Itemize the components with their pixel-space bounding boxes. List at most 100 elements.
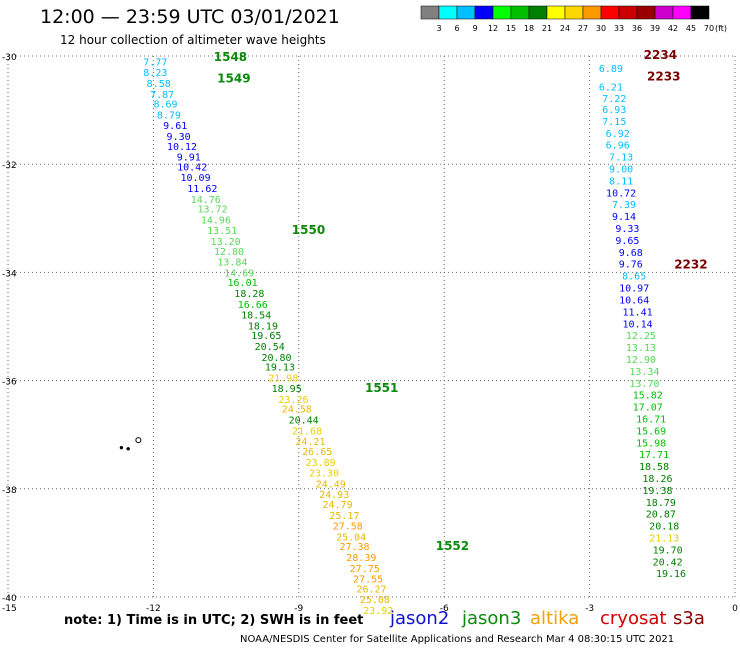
wave-height-label-jason3: 27.58 [333, 522, 363, 533]
wave-height-label-s3a: 9.65 [615, 236, 639, 247]
wave-height-label-jason3: 25.04 [336, 532, 366, 543]
wave-height-label-jason3: 13.84 [217, 258, 247, 269]
wave-height-label-s3a: 13.13 [626, 343, 656, 354]
legend-label: 21 [542, 24, 552, 33]
legend-label: 36 [632, 24, 642, 33]
legend-label: 45 [686, 24, 696, 33]
wave-height-label-s3a: 7.15 [602, 117, 626, 128]
wave-height-label-s3a: 10.64 [619, 295, 649, 306]
wave-height-label-jason3: 25.17 [329, 511, 359, 522]
wave-height-label-s3a: 8.65 [622, 272, 646, 283]
wave-height-label-jason3: 8.58 [147, 79, 171, 90]
wave-height-label-jason3: 24.58 [282, 405, 312, 416]
island-marker [126, 447, 130, 451]
wave-height-label-s3a: 10.14 [623, 319, 653, 330]
legend-swatch [546, 5, 566, 20]
wave-height-label-s3a: 17.07 [633, 403, 663, 414]
wave-height-label-s3a: 12.25 [626, 331, 656, 342]
pass-number-labels: 154815491550155115522234223322322231 [214, 48, 708, 553]
wave-height-label-jason3: 9.61 [163, 121, 187, 132]
legend-swatch [600, 5, 620, 20]
satellite-label-jason3: jason3 [462, 608, 522, 629]
wave-height-label-s3a: 9.68 [619, 248, 643, 259]
wave-height-label-s3a: 19.38 [642, 486, 672, 497]
wave-height-label-s3a: 10.72 [606, 188, 636, 199]
wave-height-label-jason3: 24.21 [295, 437, 325, 448]
wave-height-label-s3a: 20.87 [646, 510, 676, 521]
wave-height-label-s3a: 18.26 [642, 474, 672, 485]
wave-height-label-jason3: 23.89 [306, 458, 336, 469]
legend-label: 30 [596, 24, 606, 33]
wave-height-label-s3a: 9.76 [619, 260, 643, 271]
wave-height-label-jason3: 14.96 [201, 215, 231, 226]
pass-number-jason3: 1551 [365, 381, 398, 395]
wave-height-label-jason3: 8.79 [157, 110, 181, 121]
legend-swatch [672, 5, 692, 20]
island-marker [119, 445, 124, 450]
wave-height-label-jason3: 9.30 [167, 132, 191, 143]
wave-height-label-jason3: 13.51 [207, 226, 237, 237]
satellite-label-cryosat: cryosat [600, 608, 667, 629]
y-tick-label: -38 [2, 486, 17, 496]
wave-height-label-jason3: 26.65 [302, 447, 332, 458]
legend-swatch [492, 5, 512, 20]
wave-height-label-jason3: 18.54 [241, 311, 271, 322]
wave-height-label-s3a: 16.71 [636, 414, 666, 425]
wave-height-label-s3a: 6.92 [606, 129, 630, 140]
wave-height-label-jason3: 10.09 [181, 173, 211, 184]
wave-height-label-jason3: 13.72 [197, 205, 227, 216]
wave-height-label-jason3: 27.55 [353, 575, 383, 586]
wave-height-label-s3a: 8.11 [609, 176, 633, 187]
axis-tick-labels: -30-32-34-36-38-40-15 -12 -9 -6 -3 0 [2, 53, 738, 614]
island-marker [135, 437, 142, 444]
wave-height-label-jason3: 9.91 [177, 153, 201, 164]
y-tick-label: -30 [2, 53, 17, 63]
legend-label: 15 [506, 24, 516, 33]
wave-height-label-jason3: 20.44 [289, 416, 319, 427]
wave-height-label-jason3: 20.80 [261, 353, 291, 364]
wave-height-label-jason3: 19.65 [251, 331, 281, 342]
wave-height-label-jason3: 27.38 [339, 542, 369, 553]
wave-height-label-jason3: 24.93 [319, 490, 349, 501]
wave-height-label-s3a: 17.71 [639, 450, 669, 461]
wave-height-label-jason3: 20.54 [255, 342, 285, 353]
wave-height-label-jason3: 14.69 [224, 268, 254, 279]
legend-swatch [690, 5, 710, 20]
wave-height-label-s3a: 13.70 [629, 379, 659, 390]
y-tick-label: -36 [2, 378, 17, 388]
satellite-label-altika: altika [530, 608, 580, 629]
legend-label: 39 [650, 24, 660, 33]
legend-swatch [474, 5, 494, 20]
wave-height-label-s3a: 15.98 [636, 438, 666, 449]
pass-number-jason3: 1549 [217, 72, 250, 86]
wave-height-label-s3a: 20.18 [649, 522, 679, 533]
wave-height-label-s3a: 19.70 [653, 545, 683, 556]
satellite-label-jason2: jason2 [390, 608, 450, 629]
pass-number-s3a: 2232 [674, 258, 707, 272]
satellite-label-s3a: s3a [673, 608, 705, 629]
wave-height-label-s3a: 6.96 [606, 141, 630, 152]
legend-swatch [510, 5, 530, 20]
chart-subtitle: 12 hour collection of altimeter wave hei… [60, 33, 326, 47]
wave-height-label-s3a: 9.33 [615, 224, 639, 235]
x-tick-label: -6 [440, 604, 449, 614]
wave-height-label-s3a: 6.89 [599, 64, 623, 75]
note-text: note: 1) Time is in UTC; 2) SWH is in fe… [64, 613, 364, 628]
x-tick-label: 0 [732, 604, 738, 614]
pass-number-s3a: 2234 [644, 48, 677, 62]
wave-height-label-s3a: 7.22 [602, 94, 626, 105]
wave-height-label-jason3: 13.20 [211, 237, 241, 248]
wave-height-label-jason3: 26.27 [356, 584, 386, 595]
legend-label: 18 [524, 24, 534, 33]
wave-height-label-jason3: 16.01 [228, 278, 258, 289]
x-tick-label: -12 [146, 604, 161, 614]
wave-height-label-jason3: 7.77 [143, 57, 167, 68]
x-tick-label: -3 [585, 604, 594, 614]
wave-height-label-jason3: 11.62 [187, 184, 217, 195]
wave-height-label-s3a: 18.58 [639, 462, 669, 473]
wave-height-label-jason3: 18.28 [234, 289, 264, 300]
y-tick-label: -34 [2, 269, 17, 279]
y-tick-label: -32 [2, 161, 17, 171]
wave-height-label-jason3: 28.39 [346, 553, 376, 564]
legend-label: 3 [436, 24, 441, 33]
